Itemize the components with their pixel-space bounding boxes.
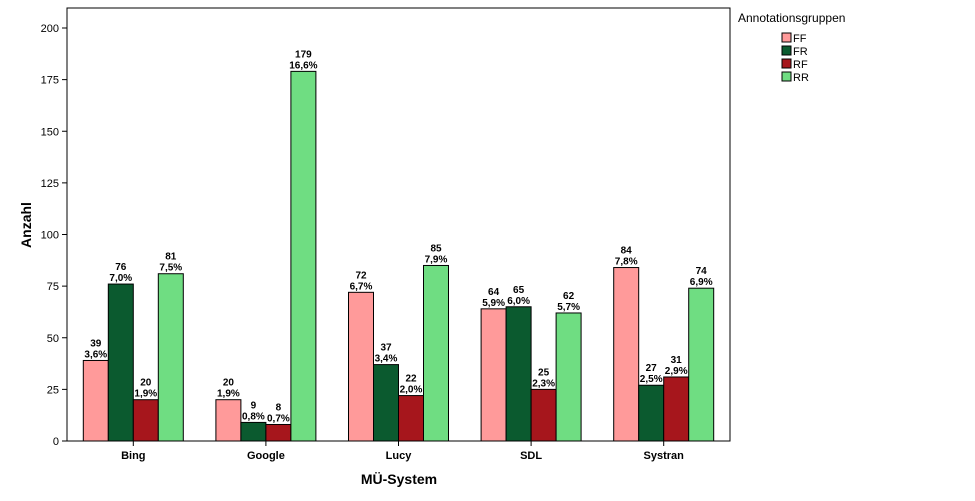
data-label-value: 39	[90, 338, 102, 349]
bar-rr-sdl	[555, 312, 582, 442]
data-label-value: 62	[563, 291, 575, 302]
bar-ff-sdl	[480, 308, 507, 442]
bar-ff-bing	[82, 359, 109, 442]
data-label-value: 22	[405, 374, 417, 385]
data-label-value: 84	[621, 246, 633, 257]
data-label-value: 20	[140, 378, 152, 389]
data-label-percent: 1,9%	[217, 389, 240, 400]
bar-rf-bing	[132, 399, 159, 442]
data-label-value: 9	[251, 400, 257, 411]
data-label-percent: 7,9%	[425, 254, 448, 265]
bar-series	[82, 70, 715, 442]
x-tick-label: Lucy	[386, 450, 413, 462]
data-label-percent: 7,8%	[615, 257, 638, 268]
bar-ff-systran	[613, 267, 640, 442]
bar-rf-sdl	[530, 388, 557, 442]
y-tick-label: 0	[53, 436, 59, 448]
y-axis-title: Anzahl	[18, 202, 34, 248]
data-label-percent: 2,3%	[532, 378, 555, 389]
legend-swatch-ff	[781, 32, 792, 43]
y-tick-label: 175	[41, 75, 59, 87]
bar-rf-google	[265, 423, 292, 442]
data-label-percent: 7,5%	[159, 263, 182, 274]
data-label-percent: 6,9%	[690, 277, 713, 288]
data-label-percent: 5,9%	[482, 298, 505, 309]
data-label-value: 31	[671, 355, 683, 366]
legend-label-rr: RR	[793, 72, 809, 84]
data-label-percent: 0,8%	[242, 411, 265, 422]
bar-ff-lucy	[348, 291, 374, 442]
legend-title: Annotationsgruppen	[738, 11, 845, 25]
data-label-percent: 6,7%	[350, 281, 373, 292]
bar-rr-bing	[157, 273, 184, 442]
data-label-value: 179	[295, 49, 312, 60]
data-label-value: 64	[488, 287, 500, 298]
bar-fr-lucy	[373, 364, 399, 442]
bar-fr-bing	[107, 283, 134, 442]
data-label-value: 27	[646, 363, 658, 374]
bar-fr-google	[240, 421, 267, 442]
data-label-value: 25	[538, 367, 550, 378]
data-label-percent: 1,9%	[134, 389, 157, 400]
y-tick-label: 50	[47, 333, 59, 345]
data-label-value: 20	[223, 378, 235, 389]
bar-rf-lucy	[398, 395, 424, 442]
bar-rr-systran	[688, 287, 715, 442]
x-tick-label: Bing	[121, 450, 145, 462]
y-tick-label: 25	[47, 384, 59, 396]
legend-swatch-fr	[781, 45, 792, 56]
data-label-value: 72	[355, 270, 367, 281]
data-label-percent: 0,7%	[267, 413, 290, 424]
data-label-percent: 2,5%	[640, 374, 663, 385]
bar-rr-lucy	[423, 264, 449, 442]
x-tick-label: Google	[247, 450, 285, 462]
x-axis-title: MÜ-System	[361, 471, 437, 487]
data-label-value: 76	[115, 262, 127, 273]
legend-swatch-rf	[781, 58, 792, 69]
bar-fr-systran	[638, 384, 665, 442]
data-label-percent: 3,6%	[84, 349, 107, 360]
x-tick-label: Systran	[644, 450, 685, 462]
y-tick-label: 150	[41, 126, 59, 138]
data-label-value: 81	[165, 252, 177, 263]
data-label-value: 65	[513, 285, 525, 296]
data-label-percent: 2,9%	[665, 366, 688, 377]
legend-label-ff: FF	[793, 33, 807, 45]
y-tick-label: 200	[41, 23, 59, 35]
data-label-percent: 6,0%	[507, 296, 530, 307]
data-label-percent: 3,4%	[375, 354, 398, 365]
y-tick-label: 100	[41, 230, 59, 242]
y-tick-label: 75	[47, 281, 59, 293]
data-label-percent: 16,6%	[289, 60, 317, 71]
y-axis: 0 25 50 75 100 125 150 175 200	[41, 23, 67, 448]
bar-ff-google	[215, 399, 242, 442]
data-label-value: 37	[380, 343, 392, 354]
y-tick-label: 125	[41, 178, 59, 190]
data-label-percent: 5,7%	[557, 302, 580, 313]
data-labels: 393,6%767,0%201,9%817,5%201,9%90,8%80,7%…	[84, 49, 712, 424]
bar-fr-sdl	[505, 306, 532, 442]
data-label-value: 85	[430, 243, 442, 254]
legend-label-fr: FR	[793, 46, 808, 58]
legend-label-rf: RF	[793, 59, 808, 71]
data-label-value: 8	[276, 402, 282, 413]
legend-swatch-rr	[781, 71, 792, 82]
bar-rf-systran	[663, 376, 690, 442]
x-axis: Bing Google Lucy SDL Systran	[121, 441, 684, 462]
data-label-percent: 2,0%	[400, 385, 423, 396]
data-label-percent: 7,0%	[109, 273, 132, 284]
bar-rr-google	[290, 70, 317, 442]
data-label-value: 74	[696, 266, 708, 277]
x-tick-label: SDL	[520, 450, 542, 462]
